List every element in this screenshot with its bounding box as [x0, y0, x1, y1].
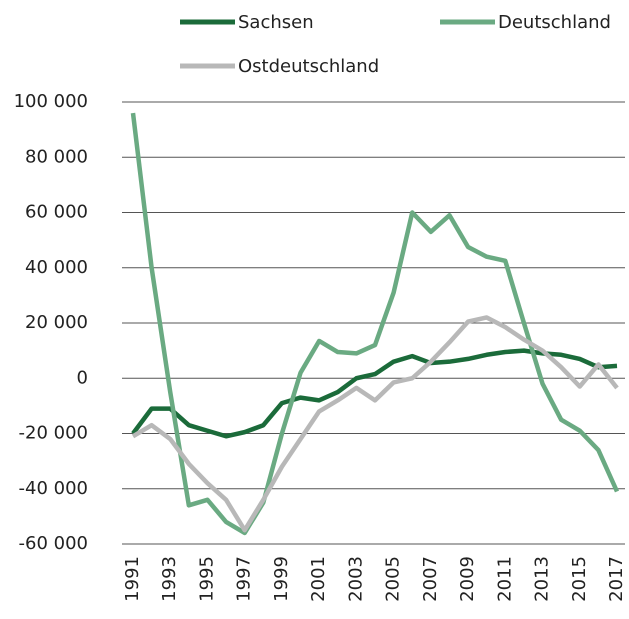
x-tick-label: 2009	[457, 556, 478, 602]
y-tick-label: -20 000	[19, 423, 88, 444]
x-tick-label: 2011	[494, 556, 515, 602]
x-tick-label: 1997	[234, 556, 255, 602]
x-tick-label: 2013	[532, 556, 553, 602]
x-tick-label: 2015	[569, 556, 590, 602]
x-tick-label: 2005	[383, 556, 404, 602]
x-tick-label: 1995	[196, 556, 217, 602]
series-line	[131, 315, 619, 533]
y-tick-label: 60 000	[25, 202, 88, 223]
legend-label: Ostdeutschland	[238, 56, 379, 77]
x-tick-label: 2017	[606, 556, 627, 602]
y-tick-label: 20 000	[25, 312, 88, 333]
x-tick-label: 2007	[420, 556, 441, 602]
series-line	[131, 348, 618, 439]
x-tick-label: 1993	[159, 556, 180, 602]
y-tick-label: 0	[77, 367, 88, 388]
series-line	[130, 112, 620, 536]
x-tick-label: 1991	[122, 556, 143, 602]
y-tick-label: -60 000	[19, 533, 88, 554]
y-tick-label: 40 000	[25, 257, 88, 278]
x-tick-label: 1999	[271, 556, 292, 602]
legend-label: Deutschland	[498, 12, 611, 33]
legend-label: Sachsen	[238, 12, 314, 33]
x-tick-label: 2003	[345, 556, 366, 602]
y-tick-label: 80 000	[25, 146, 88, 167]
y-tick-label: -40 000	[19, 478, 88, 499]
y-tick-label: 100 000	[14, 91, 88, 112]
x-tick-label: 2001	[308, 556, 329, 602]
